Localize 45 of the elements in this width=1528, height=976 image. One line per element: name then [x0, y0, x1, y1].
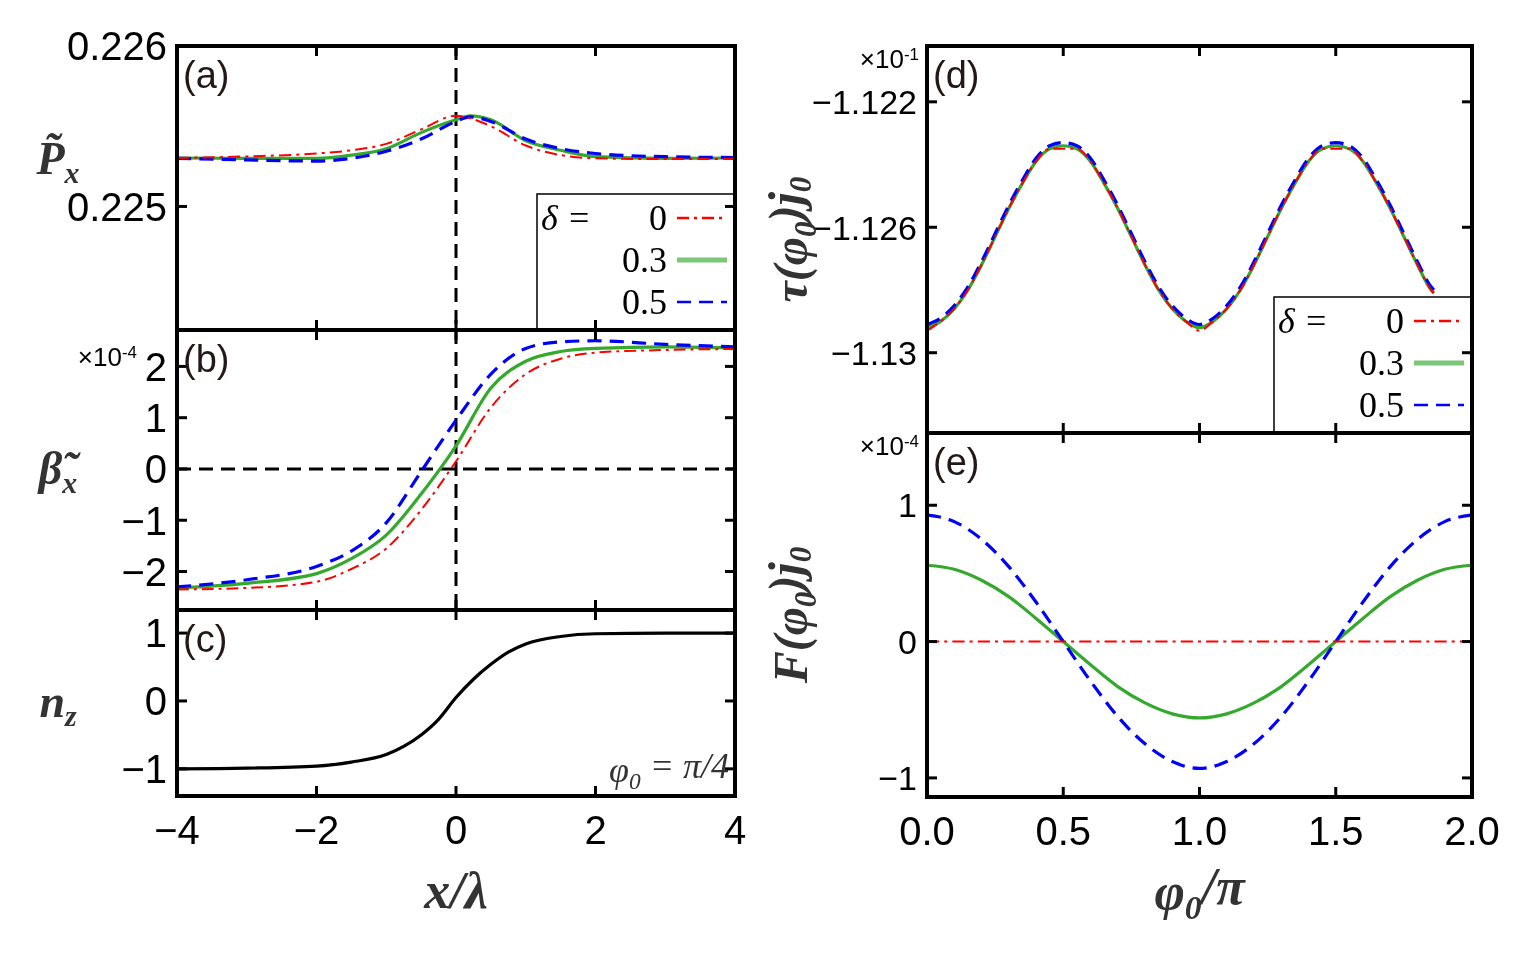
- annotation: (e): [933, 441, 980, 483]
- y-tick-label: 0: [898, 622, 917, 661]
- y-tick-label: −1: [121, 747, 167, 792]
- annotation: (b): [183, 338, 230, 380]
- y-tick-label: −2: [121, 549, 167, 594]
- y-tick-label: 0.226: [66, 24, 167, 69]
- x-tick-label: −4: [154, 808, 200, 852]
- text: ×10$^{-1}$: [859, 44, 919, 74]
- legend-label: 0.5: [1359, 385, 1404, 425]
- y-tick-label: −1: [878, 759, 917, 798]
- x-tick-label: 0.5: [1035, 809, 1092, 853]
- x-axis-title: φ$_{0}$/π: [1154, 857, 1247, 927]
- legend-label: 0: [1386, 301, 1404, 341]
- y-tick-label: 1: [144, 396, 167, 441]
- x-tick-label: 1.5: [1307, 809, 1364, 853]
- x-axis-title: x/λ: [423, 862, 488, 919]
- annotation: φ$_{0}$ = π/4: [609, 746, 729, 795]
- y-tick-label: −1.122: [812, 83, 917, 122]
- y-tick-label: −1.13: [830, 333, 917, 372]
- x-tick-label: −2: [293, 808, 340, 852]
- x-tick-label: 1.0: [1171, 809, 1228, 853]
- x-tick-label: 4: [723, 808, 747, 852]
- x-tick-label: 0.0: [899, 809, 955, 853]
- legend-label: 0.3: [622, 240, 667, 280]
- text: ×10$^{-4}$: [77, 342, 137, 372]
- y-tick-label: 0: [144, 447, 167, 492]
- legend-title: δ =: [1278, 301, 1329, 341]
- y-tick-label: 1: [144, 611, 167, 656]
- y-axis-title: β̃$_{x}$: [36, 443, 82, 499]
- legend-label: 0.5: [622, 282, 667, 322]
- y-tick-label: 0: [144, 679, 167, 724]
- legend-label: 0: [649, 198, 667, 238]
- legend-title: δ =: [541, 198, 592, 238]
- y-axis-title: n$_{z}$: [39, 676, 77, 732]
- x-tick-label: 2: [584, 808, 607, 852]
- annotation: (c): [183, 618, 228, 660]
- y-tick-label: −1: [121, 498, 167, 543]
- text: ×10$^{-4}$: [859, 431, 919, 461]
- x-tick-label: 0: [444, 808, 468, 852]
- legend-label: 0.3: [1359, 343, 1404, 383]
- y-tick-label: 1: [898, 486, 917, 525]
- y-tick-label: 2: [144, 344, 167, 389]
- x-tick-label: 2.0: [1444, 809, 1500, 853]
- annotation: (a): [183, 54, 230, 96]
- annotation: (d): [933, 54, 980, 96]
